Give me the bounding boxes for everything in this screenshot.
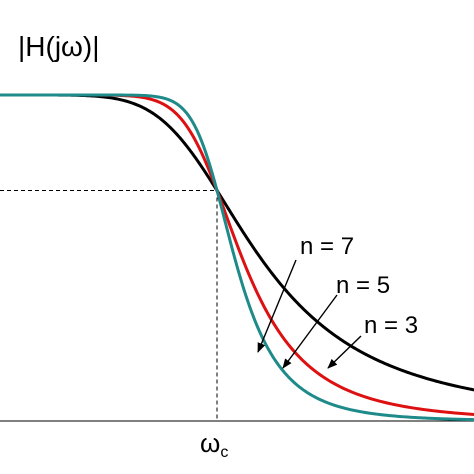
series-line-n5	[0, 93, 474, 416]
annotation-arrow-n3	[327, 335, 362, 369]
annotation-label-n7: n = 7	[300, 233, 354, 260]
x-tick-label-omega-c: ωc	[200, 428, 228, 461]
y-axis-label: |H(jω)|	[18, 31, 100, 62]
series-group	[0, 93, 474, 422]
annotation-label-n5: n = 5	[336, 272, 390, 299]
annotation-arrow-n7	[257, 259, 297, 353]
annotation-label-n3: n = 3	[364, 312, 418, 339]
series-line-n7	[0, 93, 474, 422]
annotation-arrow-n5	[282, 294, 338, 369]
